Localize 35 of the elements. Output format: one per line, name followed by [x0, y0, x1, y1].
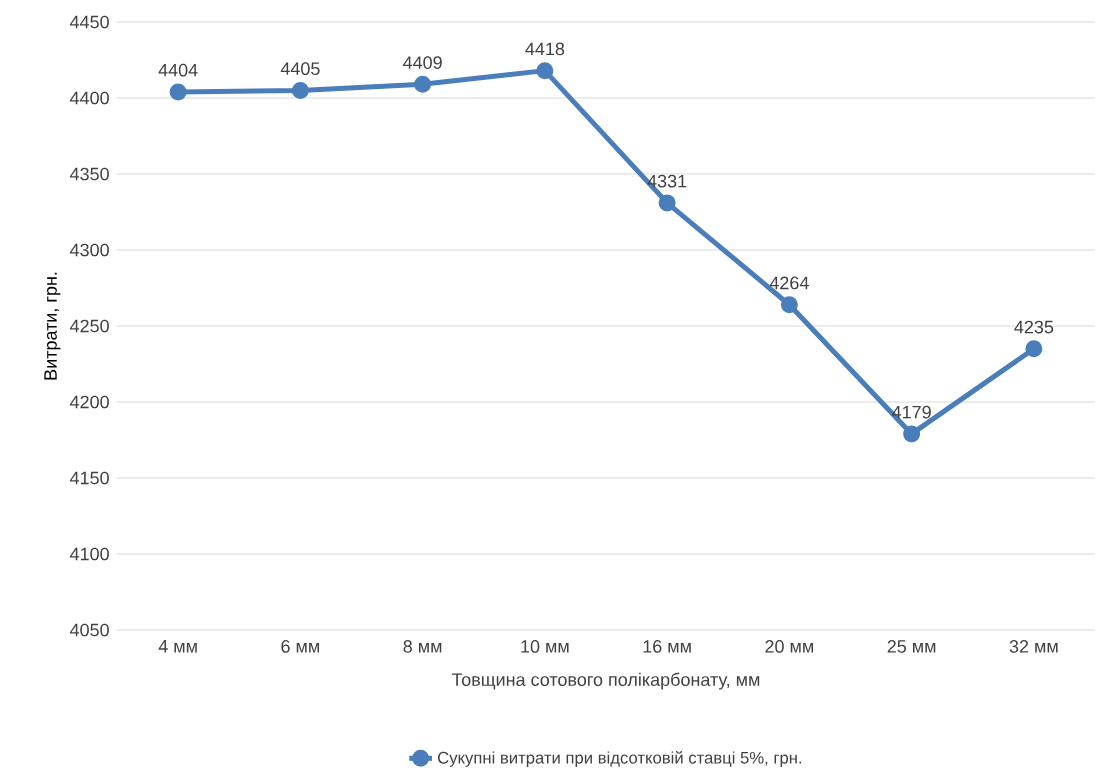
- y-tick-label: 4250: [70, 319, 109, 333]
- x-tick-label: 32 мм: [1009, 640, 1058, 653]
- point: [414, 75, 432, 93]
- point: [903, 425, 921, 443]
- x-tick-label: 4 мм: [158, 640, 197, 653]
- data-label: 4405: [280, 62, 320, 76]
- point: [291, 81, 309, 99]
- x-tick-label: 16 мм: [643, 640, 691, 653]
- x-tick-label: 20 мм: [765, 640, 814, 653]
- legend-label: Сукупні витрати при відсотковій ставці 5%, грн.: [438, 751, 802, 767]
- point: [658, 194, 676, 212]
- y-axis-title: Витрати, грн.: [44, 272, 61, 380]
- y-tick-label: 4300: [70, 243, 109, 257]
- x-axis-title: Товщина сотового полікарбонату, мм: [451, 672, 760, 690]
- y-tick-label: 4400: [70, 91, 109, 105]
- point: [536, 62, 554, 80]
- y-tick-label: 4100: [70, 547, 109, 561]
- data-label: 4235: [1014, 320, 1054, 334]
- point: [780, 296, 798, 314]
- point: [169, 83, 187, 101]
- y-tick-label: 4050: [70, 623, 109, 637]
- data-label: 4418: [525, 42, 565, 56]
- data-label: 4264: [769, 276, 809, 290]
- x-tick-label: 10 мм: [521, 640, 569, 653]
- x-tick-label: 8 мм: [403, 640, 442, 653]
- x-tick-label: 25 мм: [887, 640, 936, 653]
- data-label: 4404: [158, 63, 198, 77]
- y-tick-label: 4150: [70, 471, 109, 485]
- y-tick-label: 4450: [70, 15, 109, 29]
- y-tick-label: 4350: [70, 167, 109, 181]
- data-label: 4179: [892, 405, 931, 419]
- y-tick-label: 4200: [70, 395, 109, 409]
- data-label: 4409: [403, 56, 442, 69]
- x-tick-label: 6 мм: [281, 640, 320, 653]
- point: [1025, 340, 1043, 358]
